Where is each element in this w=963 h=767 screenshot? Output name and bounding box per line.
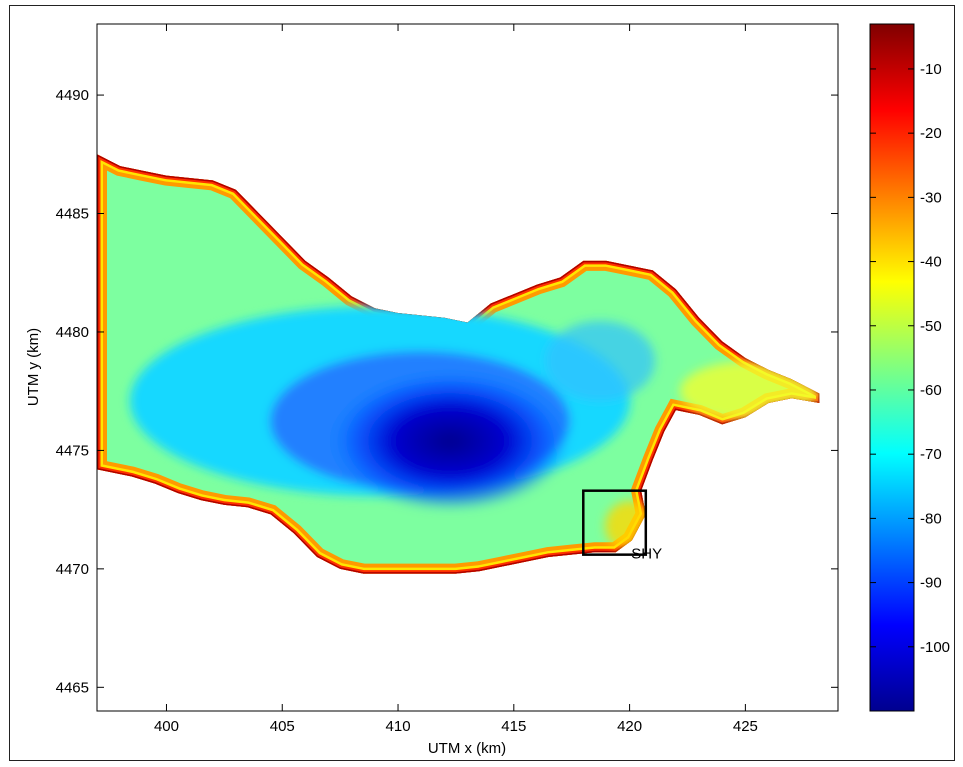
figure-frame: 400 405 410 415 420 425 4465 4470 4475 4480 4485 4…	[9, 5, 955, 761]
y-tick-label: 4490	[56, 87, 89, 104]
x-tick-label: 420	[617, 718, 642, 735]
x-tick-label: 425	[733, 718, 758, 735]
bathymetry-chart: 400 405 410 415 420 425 446544704475448044854…	[25, 23, 950, 757]
y-tick-label: 4485	[56, 206, 89, 223]
colorbar	[869, 23, 915, 712]
axes-box	[96, 23, 839, 712]
colorbar-tick-label: -100	[920, 639, 950, 656]
shy-station-label: SHY	[631, 546, 662, 563]
east-basin	[545, 321, 655, 401]
colorbar-tick-label: -90	[920, 575, 942, 592]
y-tick-label: 4470	[56, 561, 89, 578]
x-axis: 400 405 410 415 420 425	[154, 24, 758, 735]
x-tick-label: 400	[154, 718, 179, 735]
colorbar-tick-label: -30	[920, 189, 942, 206]
y-axis: 4465 4470 4475 4480 4485 4490	[56, 87, 838, 696]
colorbar-tick-label: -70	[920, 446, 942, 463]
colorbar-ticks: -10 -20 -30 -40 -50 -60 -70 -80 -90 -100	[870, 61, 950, 656]
colorbar-tick-label: -20	[920, 125, 942, 142]
x-axis-label: UTM x (km)	[428, 740, 506, 757]
colorbar-tick-label: -60	[920, 382, 942, 399]
shy-station-box	[582, 489, 648, 556]
depth-surface	[97, 154, 820, 574]
x-tick-label: 415	[501, 718, 526, 735]
y-tick-label: 4475	[56, 442, 89, 459]
deep-basin	[330, 371, 570, 511]
y-tick-label: 4465	[56, 679, 89, 696]
x-tick-label: 405	[270, 718, 295, 735]
y-tick-label: 4480	[56, 324, 89, 341]
colorbar-tick-label: -80	[920, 510, 942, 527]
colorbar-tick-label: -10	[920, 61, 942, 78]
colorbar-tick-label: -50	[920, 318, 942, 335]
x-tick-label: 410	[386, 718, 411, 735]
colorbar-tick-label: -40	[920, 254, 942, 271]
y-axis-label: UTM y (km)	[25, 328, 42, 406]
